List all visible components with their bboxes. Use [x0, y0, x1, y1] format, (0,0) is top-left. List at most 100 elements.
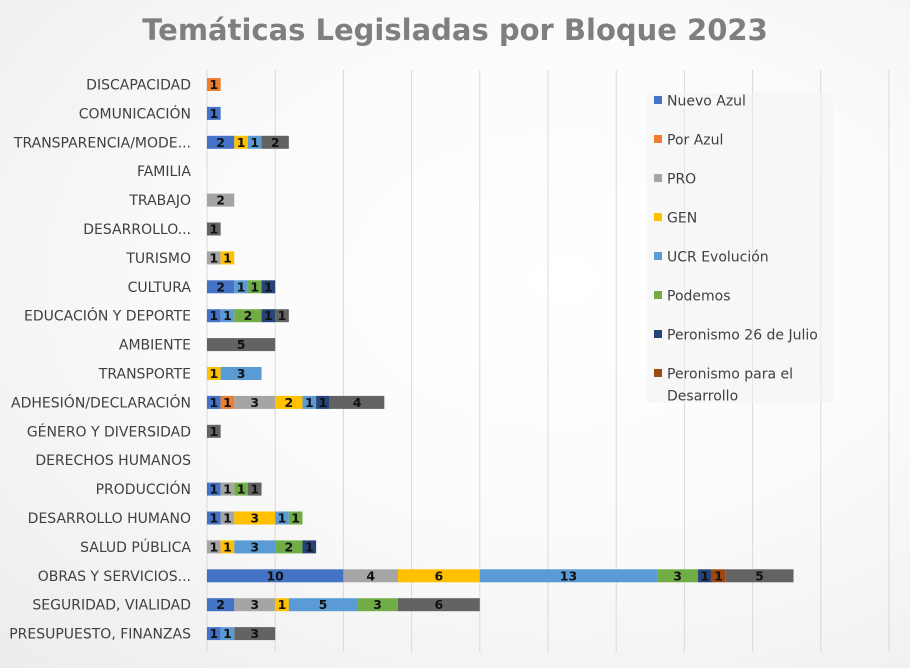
- bar-segment: [275, 395, 303, 409]
- data-label: 1: [237, 135, 246, 150]
- data-label: 1: [319, 395, 328, 410]
- data-label: 1: [250, 135, 259, 150]
- data-label: 1: [223, 482, 232, 497]
- data-label: 6: [435, 568, 444, 583]
- category-label: PRESUPUESTO, FINANZAS: [9, 627, 191, 643]
- data-label: 10: [266, 568, 284, 583]
- bar-segment: [234, 540, 276, 554]
- bar-segment: [220, 540, 235, 554]
- chart-title: Temáticas Legisladas por Bloque 2023: [142, 13, 768, 47]
- legend-label: GEN: [667, 211, 697, 227]
- bar-segment: [698, 569, 712, 583]
- legend-label: Por Azul: [667, 133, 723, 149]
- data-label: 1: [209, 222, 218, 237]
- data-label: 1: [237, 279, 246, 294]
- legend-label: UCR Evolución: [667, 250, 769, 266]
- category-labels: DISCAPACIDAD COMUNICACIÓN TRANSPARENCIA/MO…: [9, 78, 191, 643]
- legend-label: Peronismo para el Desarrollo: [667, 367, 793, 405]
- bar-segment: [207, 367, 221, 380]
- bar-segment: [479, 569, 658, 583]
- bar-segment: [725, 569, 794, 583]
- data-label: 2: [284, 395, 293, 410]
- data-label: 2: [216, 279, 225, 294]
- bar-segment: [711, 569, 726, 583]
- bar-segment: [234, 280, 248, 294]
- data-label: 1: [209, 511, 218, 526]
- bar-segment: [207, 627, 221, 641]
- bar-segment: [207, 280, 235, 294]
- data-label: 1: [223, 511, 232, 526]
- data-label: 5: [237, 337, 246, 352]
- data-label: 1: [209, 366, 218, 381]
- data-label: 1: [291, 511, 300, 526]
- data-label: 3: [673, 568, 682, 583]
- bar-segment: [207, 338, 276, 352]
- bar-segment: [220, 627, 235, 641]
- legend-background: [647, 93, 833, 403]
- bar-segment: [207, 511, 221, 525]
- data-label: 1: [305, 395, 314, 410]
- bar-segment: [357, 598, 398, 612]
- category-label: DESARROLLO...: [83, 222, 191, 238]
- data-label: 1: [209, 106, 218, 121]
- legend-swatch: [654, 174, 662, 182]
- bar-segment: [234, 511, 276, 525]
- category-label: SALUD PÚBLICA: [80, 538, 191, 556]
- category-label: GÉNERO Y DIVERSIDAD: [27, 423, 191, 440]
- data-label: 4: [353, 395, 362, 410]
- bar-segment: [275, 511, 289, 525]
- data-label: 1: [209, 308, 218, 323]
- bar-segment: [657, 569, 699, 583]
- category-label: TRANSPORTE: [98, 367, 191, 383]
- bar-segment: [261, 135, 289, 149]
- bar-segment: [397, 569, 480, 583]
- data-label: 3: [237, 366, 246, 381]
- data-label: 1: [278, 597, 287, 612]
- bar-segment: [220, 367, 262, 380]
- data-label: 1: [250, 279, 259, 294]
- data-label: 1: [209, 250, 218, 265]
- category-label: COMUNICACIÓN: [79, 104, 191, 122]
- bar-segment: [288, 598, 358, 612]
- category-label: EDUCACIÓN Y DEPORTE: [24, 307, 191, 325]
- data-label: 1: [237, 482, 246, 497]
- data-label: 2: [216, 597, 225, 612]
- data-label: 3: [373, 597, 382, 612]
- bar-segment: [207, 482, 221, 496]
- bar-segment: [247, 135, 262, 149]
- bar-segment: [247, 280, 262, 294]
- data-label: 1: [278, 308, 287, 323]
- data-label: 1: [223, 626, 232, 641]
- data-label: 1: [209, 626, 218, 641]
- data-label: 1: [223, 308, 232, 323]
- bar-segment: [220, 395, 235, 409]
- legend-swatch: [654, 252, 662, 260]
- category-label: ADHESIÓN/DECLARACIÓN: [11, 393, 191, 411]
- bar-segment: [220, 482, 235, 496]
- bar-segment: [261, 309, 276, 323]
- bar-segment: [234, 309, 262, 323]
- category-label: DISCAPACIDAD: [86, 78, 191, 94]
- data-label: 1: [209, 539, 218, 554]
- data-label: 2: [244, 308, 253, 323]
- bar-segment: [220, 251, 235, 265]
- data-label: 1: [223, 395, 232, 410]
- data-label: 5: [755, 568, 764, 583]
- bar-segment: [247, 482, 262, 496]
- bar-segment: [207, 251, 221, 265]
- data-label: 3: [250, 511, 259, 526]
- data-label: 4: [366, 568, 375, 583]
- bar-segment: [207, 598, 235, 612]
- bar-segment: [343, 569, 398, 583]
- data-label: 1: [264, 279, 273, 294]
- bar-segment: [234, 627, 276, 641]
- category-label: DERECHOS HUMANOS: [35, 453, 191, 469]
- bar-segment: [302, 395, 317, 409]
- bar-segment: [207, 135, 235, 149]
- data-label: 1: [223, 539, 232, 554]
- category-label: PRODUCCIÓN: [96, 480, 191, 498]
- data-label: 13: [560, 568, 577, 583]
- bar-segment: [207, 569, 344, 583]
